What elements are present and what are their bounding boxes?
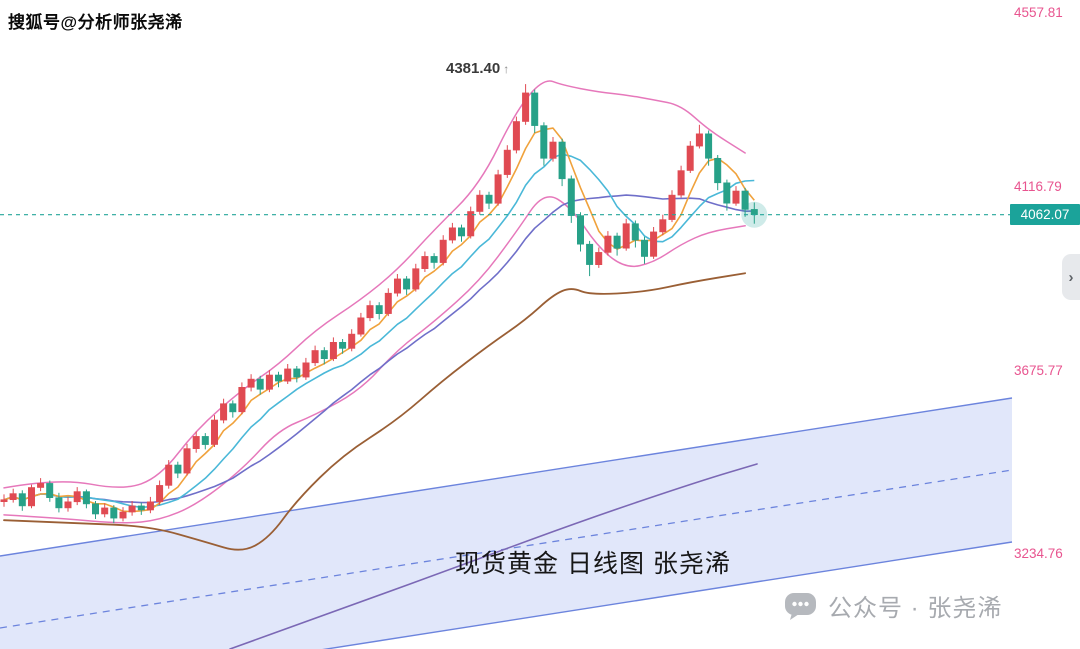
wechat-watermark: 公众号 · 张尧浠 xyxy=(784,588,1002,623)
price-axis-label-4: 3234.76 xyxy=(1014,546,1063,561)
chart-caption: 现货黄金 日线图 张尧浠 xyxy=(455,550,731,578)
wechat-chat-bubble-icon xyxy=(785,592,816,620)
price-axis-label-3: 3675.77 xyxy=(1014,363,1063,378)
high-marker-icon: ↑ xyxy=(503,61,510,76)
expand-panel-button[interactable]: › xyxy=(1062,254,1080,300)
high-price-annotation: 4381.40 ↑ xyxy=(446,60,509,77)
sohu-account-watermark: 搜狐号@分析师张尧浠 xyxy=(8,13,183,32)
current-price-badge: 4062.07 xyxy=(1010,204,1080,225)
high-price-value: 4381.40 xyxy=(446,60,501,77)
wechat-account-label: 公众号 · 张尧浠 xyxy=(828,595,1003,622)
price-axis-label-1: 4557.81 xyxy=(1014,5,1063,20)
price-axis-label-2: 4116.79 xyxy=(1014,179,1062,194)
